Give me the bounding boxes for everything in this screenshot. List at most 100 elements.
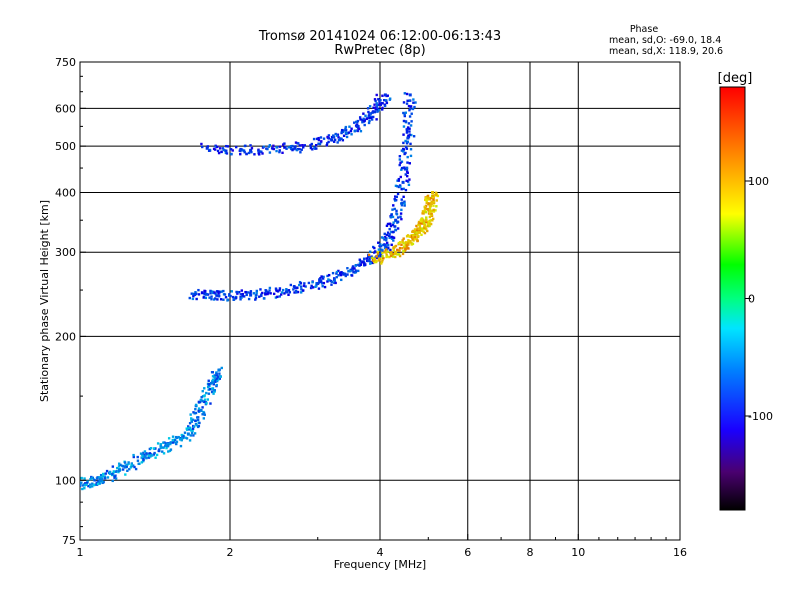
data-point	[397, 177, 401, 181]
data-point	[91, 476, 94, 480]
data-point	[356, 119, 360, 123]
data-point	[132, 464, 135, 467]
data-point	[301, 144, 304, 147]
data-point	[203, 387, 206, 390]
data-point	[217, 368, 221, 372]
data-point	[406, 136, 410, 140]
data-point	[249, 290, 253, 293]
data-point	[359, 263, 363, 266]
data-point	[411, 107, 415, 111]
data-point	[202, 296, 205, 299]
data-point	[211, 378, 215, 381]
data-point	[409, 105, 413, 108]
data-point	[234, 145, 238, 149]
data-point	[428, 222, 432, 225]
data-point	[283, 292, 286, 295]
data-point	[136, 455, 139, 459]
data-point	[123, 461, 127, 464]
data-point	[212, 392, 215, 395]
y-tick-label: 600	[55, 102, 76, 115]
data-point	[93, 479, 96, 482]
data-point	[261, 152, 264, 155]
data-point	[294, 289, 298, 293]
data-point	[229, 294, 232, 298]
data-point	[394, 244, 398, 248]
phase-stats-o: mean, sd,O: -69.0, 18.4	[609, 35, 721, 46]
data-point	[268, 151, 272, 154]
data-point	[375, 118, 378, 121]
data-point	[249, 148, 253, 152]
data-point	[400, 168, 403, 171]
data-point	[194, 419, 197, 422]
data-point	[320, 140, 323, 143]
data-point	[367, 110, 370, 114]
data-point	[214, 292, 217, 296]
data-point	[288, 291, 292, 294]
data-point	[166, 444, 170, 448]
data-point	[362, 117, 365, 121]
data-point	[209, 381, 213, 385]
data-point	[197, 400, 201, 404]
data-point	[401, 240, 404, 243]
data-point	[259, 288, 262, 291]
data-point	[197, 424, 201, 428]
data-point	[387, 246, 390, 250]
data-point	[398, 254, 402, 258]
data-point	[155, 453, 159, 457]
data-point	[411, 230, 415, 233]
y-tick-label: 100	[55, 474, 76, 487]
data-point	[207, 388, 210, 391]
data-point	[326, 274, 329, 278]
data-point	[388, 233, 391, 236]
data-point	[391, 208, 394, 211]
data-point	[307, 281, 311, 285]
data-point	[215, 290, 219, 293]
data-point	[121, 468, 125, 471]
data-point	[425, 227, 428, 231]
data-point	[302, 289, 305, 292]
data-point	[190, 420, 194, 423]
data-point	[358, 262, 362, 265]
data-point	[402, 250, 405, 253]
data-point	[398, 155, 402, 158]
data-point	[420, 217, 423, 221]
data-point	[116, 466, 119, 470]
data-point	[383, 98, 386, 102]
data-point	[285, 147, 288, 150]
data-point	[327, 134, 331, 137]
data-point	[382, 236, 385, 240]
data-point	[385, 255, 388, 259]
data-point	[373, 246, 376, 250]
colorbar-tick-label: -100	[748, 410, 773, 423]
data-point	[326, 142, 329, 145]
data-point	[194, 407, 197, 411]
data-point	[357, 127, 360, 131]
data-point	[119, 463, 122, 467]
data-point	[394, 218, 398, 222]
data-point	[397, 253, 401, 256]
data-point	[426, 196, 429, 199]
data-point	[400, 204, 404, 207]
data-point	[424, 211, 428, 214]
data-point	[212, 383, 215, 386]
data-point	[392, 239, 395, 242]
data-point	[154, 447, 157, 450]
data-point	[387, 243, 390, 247]
data-point	[295, 291, 298, 294]
data-point	[389, 222, 392, 226]
data-point	[330, 138, 334, 142]
data-point	[391, 252, 395, 256]
data-point	[435, 199, 438, 202]
data-point	[83, 484, 87, 487]
data-point	[402, 111, 405, 115]
data-point	[417, 220, 421, 224]
data-point	[362, 263, 366, 266]
data-point	[381, 251, 384, 255]
data-point	[280, 293, 283, 296]
data-point	[264, 291, 267, 295]
data-point	[416, 233, 419, 236]
data-point	[310, 286, 314, 289]
data-point	[278, 295, 282, 298]
data-point	[326, 135, 329, 139]
